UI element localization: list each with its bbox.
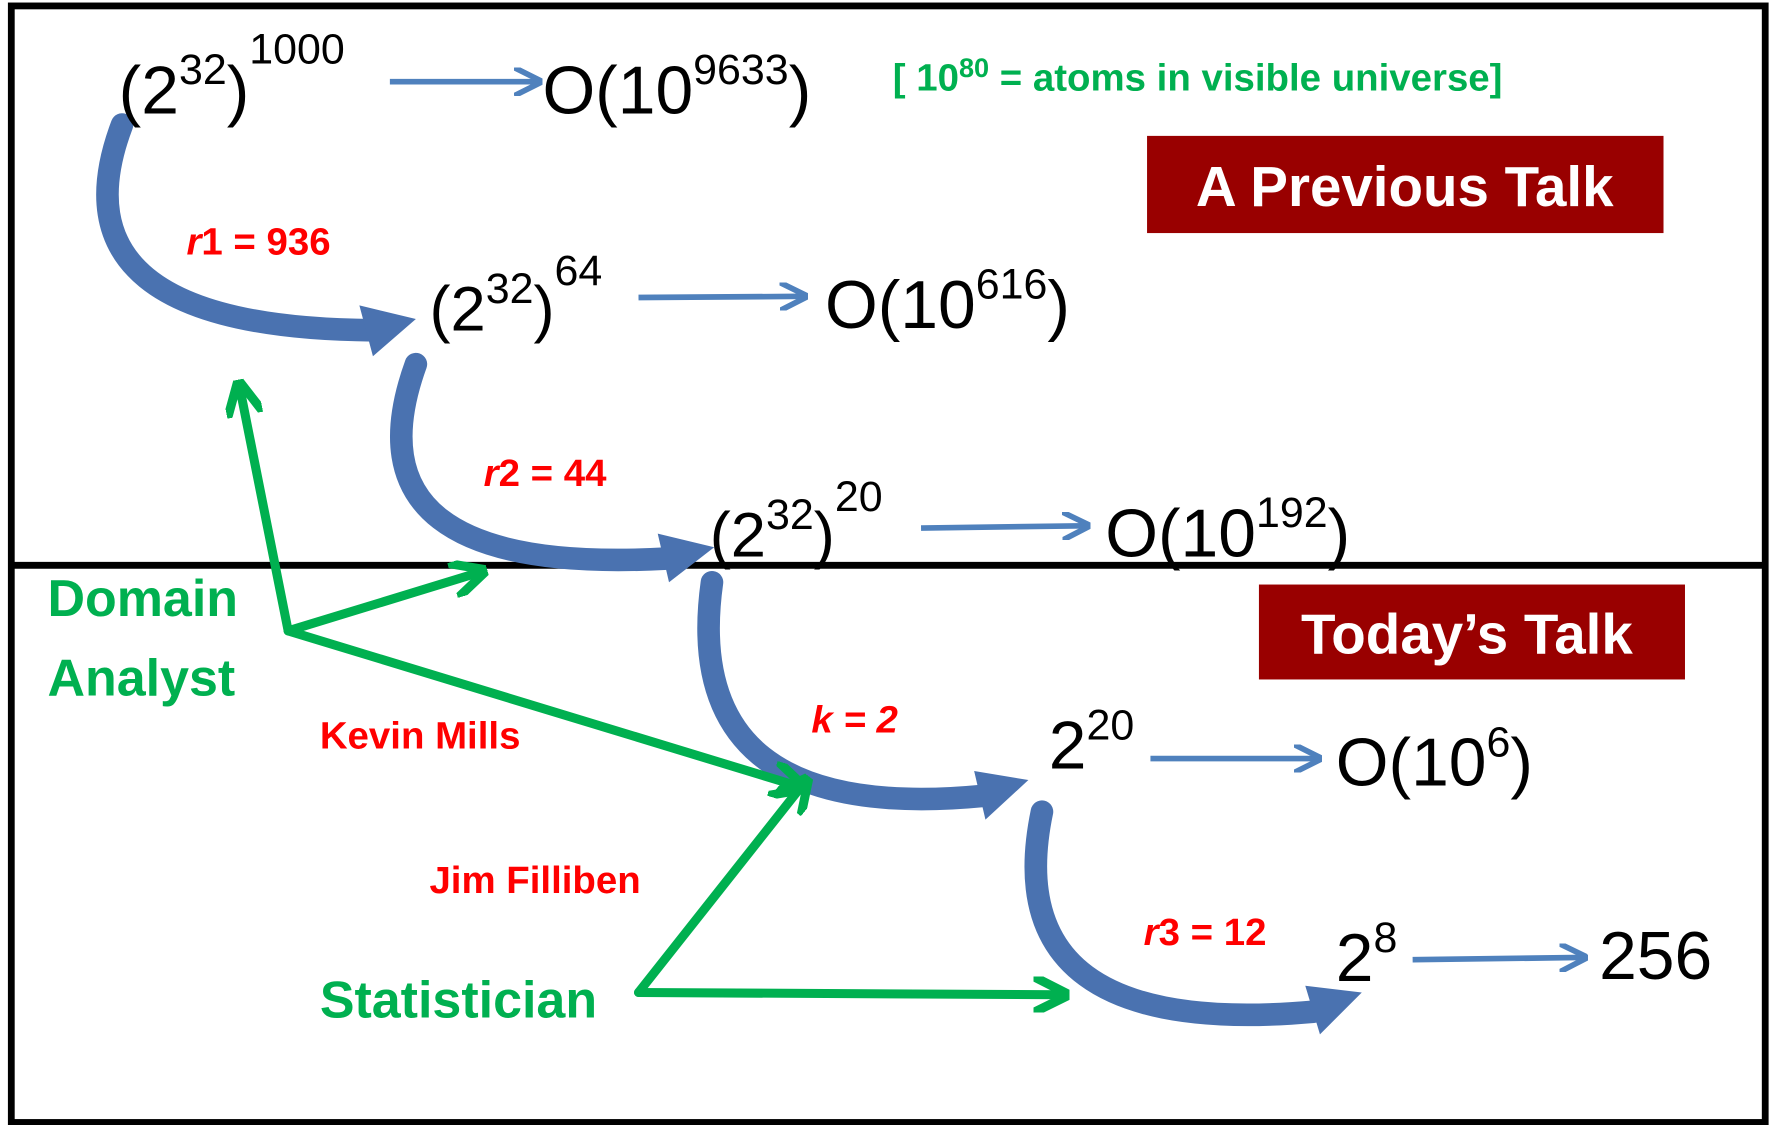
base: ): [814, 500, 835, 570]
reduction-value: 2 = 44: [499, 452, 607, 495]
badge: [1258, 584, 1685, 680]
variable: r: [186, 221, 203, 264]
expression: O(106): [1336, 718, 1533, 800]
reduction-value: 3 = 12: [1159, 911, 1267, 954]
role: Statistician: [320, 971, 597, 1029]
reduction-value: 1 = 936: [201, 221, 330, 264]
expression: (232)1000: [119, 26, 345, 129]
base: (2: [710, 500, 766, 570]
exponent: 1000: [249, 26, 345, 74]
arrowhead: [657, 533, 715, 583]
reduction: r3 = 12: [1144, 911, 1267, 954]
curved-arrows: [96, 113, 1362, 1035]
reduction: k = 2: [811, 699, 898, 742]
reduction: r1 = 936: [186, 221, 330, 264]
base: O(10: [542, 53, 693, 128]
base: ): [1328, 496, 1351, 571]
note-base: [ 10: [893, 57, 959, 100]
exponent: 192: [1256, 489, 1328, 537]
arrow: [638, 296, 803, 297]
base: O(10: [825, 268, 976, 343]
badge: [1147, 135, 1664, 234]
reduction: r2 = 44: [484, 452, 607, 495]
arrowhead: [974, 771, 1029, 820]
base: O(10: [1105, 496, 1256, 571]
arrow: [633, 782, 805, 998]
base: ): [533, 274, 554, 344]
arrow: [283, 572, 480, 636]
curve-arrow: [390, 352, 679, 572]
exponent: 64: [555, 247, 603, 295]
person: Jim Filliben: [429, 859, 640, 902]
exponent: 6: [1487, 718, 1511, 766]
expression: 256: [1599, 919, 1712, 994]
expression: (232)64: [429, 247, 602, 344]
exponent: 20: [1086, 701, 1134, 749]
exponent: 8: [1373, 914, 1397, 962]
person: Kevin Mills: [320, 714, 521, 757]
base: ): [227, 53, 250, 128]
arrow: [920, 526, 1085, 528]
arrowhead: [359, 305, 416, 357]
expression: (232)20: [710, 473, 883, 570]
arrow: [283, 626, 800, 787]
expression: O(109633): [542, 46, 811, 128]
green-arrows: [240, 387, 1063, 995]
arrow: [633, 993, 1063, 995]
expression: O(10192): [1105, 489, 1350, 571]
arrowhead: [1305, 985, 1362, 1035]
expression: 28: [1336, 914, 1398, 996]
role: Domain: [47, 570, 238, 628]
base: ): [1510, 726, 1533, 801]
badge-label: Today’s Talk: [1301, 602, 1633, 665]
expression: O(10616): [825, 261, 1070, 343]
note-text: = atoms in visible universe]: [989, 57, 1502, 100]
exponent: 616: [976, 261, 1048, 309]
base: 2: [1336, 921, 1374, 996]
exponent: 32: [486, 265, 534, 313]
exponent: 20: [835, 473, 883, 521]
curve-arrow: [697, 570, 995, 811]
note: [ 1080 = atoms in visible universe]: [893, 52, 1503, 100]
curve-arrow: [96, 113, 385, 342]
exponent: 9633: [693, 46, 789, 94]
arrow: [1412, 957, 1583, 959]
base: ): [789, 53, 812, 128]
note-exponent: 80: [959, 52, 989, 83]
base: 2: [1049, 709, 1087, 784]
variable: r: [1144, 911, 1161, 954]
exponent: 32: [179, 46, 227, 94]
base: O(10: [1336, 726, 1487, 801]
variable: r: [484, 452, 501, 495]
exponent: 32: [766, 491, 814, 539]
badge-label: A Previous Talk: [1196, 155, 1614, 218]
curve-arrow: [1024, 800, 1325, 1027]
base: ): [1047, 268, 1070, 343]
arrow: [240, 387, 293, 636]
base: (2: [429, 274, 485, 344]
base: (2: [119, 53, 179, 128]
role: Analyst: [47, 649, 235, 707]
expression: 220: [1049, 701, 1134, 783]
